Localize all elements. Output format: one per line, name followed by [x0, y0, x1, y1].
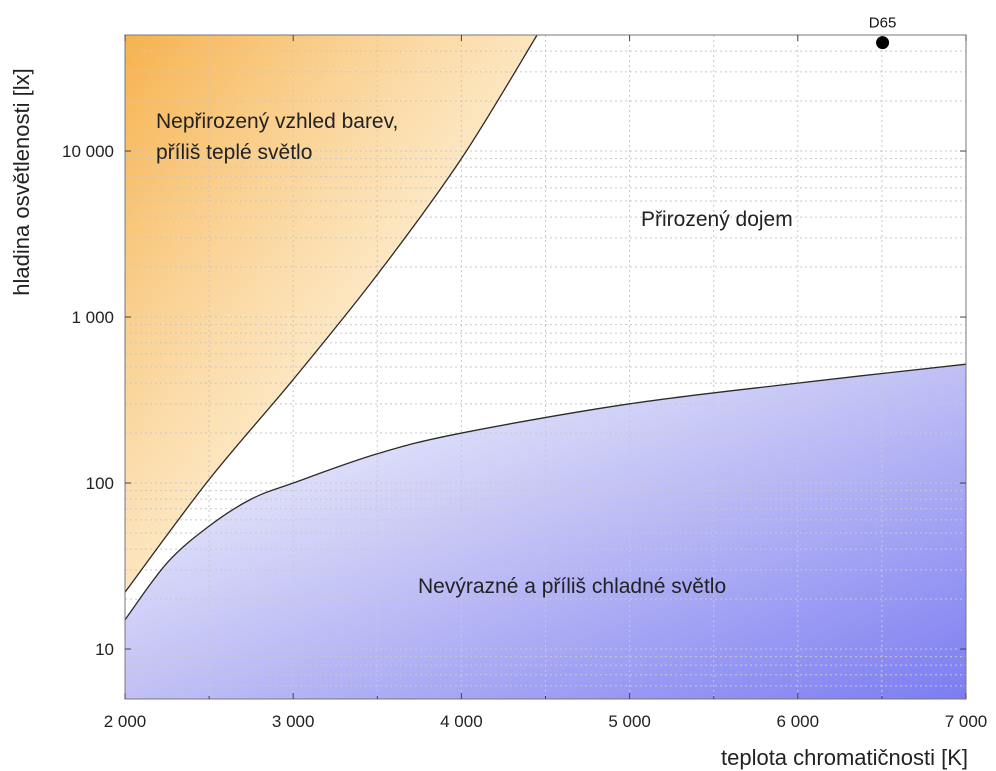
- natural-region-label: Přirozený dojem: [641, 208, 793, 231]
- series-line-lower-boundary: [125, 363, 966, 621]
- y-tick-label: 10 000: [62, 142, 114, 161]
- x-tick-label: 7 000: [945, 712, 988, 731]
- y-tick-label: 100: [86, 474, 114, 493]
- series-line-upper-boundary: [125, 35, 538, 593]
- warm-region-label: Nepřirozený vzhled barev, příliš teplé s…: [156, 110, 404, 164]
- y-tick-labels: 10 100 1 000 10 000: [62, 142, 114, 659]
- warm-region-fill: [125, 35, 538, 593]
- boundary-curves: [125, 35, 966, 621]
- point-marker-d65: [876, 36, 890, 50]
- reference-points: D65: [869, 15, 897, 50]
- y-axis-title: hladina osvětlenosti [lx]: [9, 68, 34, 295]
- x-axis-title: teplota chromatičnosti [K]: [721, 745, 968, 770]
- x-tick-labels: 2 000 3 000 4 000 5 000 6 000 7 000: [104, 712, 988, 731]
- x-tick-label: 5 000: [608, 712, 651, 731]
- point-label-d65: D65: [869, 15, 897, 32]
- x-tick-label: 4 000: [440, 712, 483, 731]
- y-tick-label: 1 000: [71, 308, 114, 327]
- x-tick-label: 2 000: [104, 712, 147, 731]
- cool-region-label: Nevýrazné a příliš chladné světlo: [418, 575, 726, 598]
- x-tick-label: 6 000: [777, 712, 820, 731]
- grid-lines: [125, 35, 966, 699]
- warm-region-label-line-1: Nepřirozený vzhled barev,: [156, 110, 398, 133]
- warm-region-label-line-2: příliš teplé světlo: [156, 141, 312, 164]
- y-tick-label: 10: [95, 640, 114, 659]
- x-tick-label: 3 000: [272, 712, 315, 731]
- axis-ticks: [124, 35, 967, 699]
